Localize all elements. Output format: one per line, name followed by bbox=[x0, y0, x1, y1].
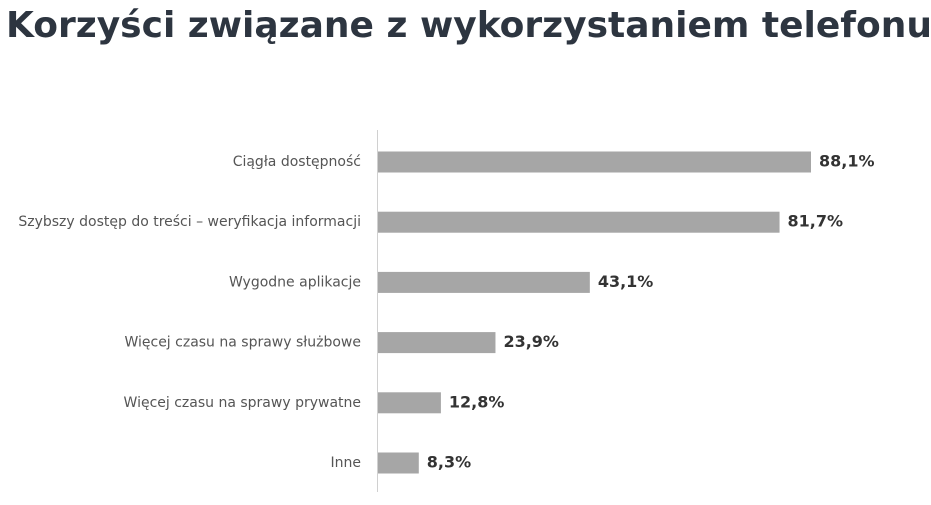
bar bbox=[378, 211, 780, 233]
category-label: Ciągła dostępność bbox=[233, 154, 361, 170]
value-label: 23,9% bbox=[503, 332, 559, 351]
category-label: Szybszy dostęp do treści – weryfikacja i… bbox=[18, 214, 361, 230]
value-label: 88,1% bbox=[819, 152, 875, 171]
bar bbox=[378, 332, 496, 354]
value-label: 43,1% bbox=[598, 272, 654, 291]
category-label: Inne bbox=[331, 455, 362, 471]
bar bbox=[378, 271, 590, 293]
bar bbox=[378, 392, 441, 414]
category-label: Wygodne aplikacje bbox=[229, 274, 361, 290]
value-label: 8,3% bbox=[427, 453, 471, 472]
category-label: Więcej czasu na sprawy służbowe bbox=[124, 335, 361, 351]
category-label: Więcej czasu na sprawy prywatne bbox=[124, 395, 361, 411]
value-label: 81,7% bbox=[788, 212, 844, 231]
bar bbox=[378, 452, 419, 474]
chart-title: Korzyści związane z wykorzystaniem telef… bbox=[6, 5, 931, 46]
value-label: 12,8% bbox=[449, 392, 505, 411]
bar bbox=[378, 151, 811, 173]
